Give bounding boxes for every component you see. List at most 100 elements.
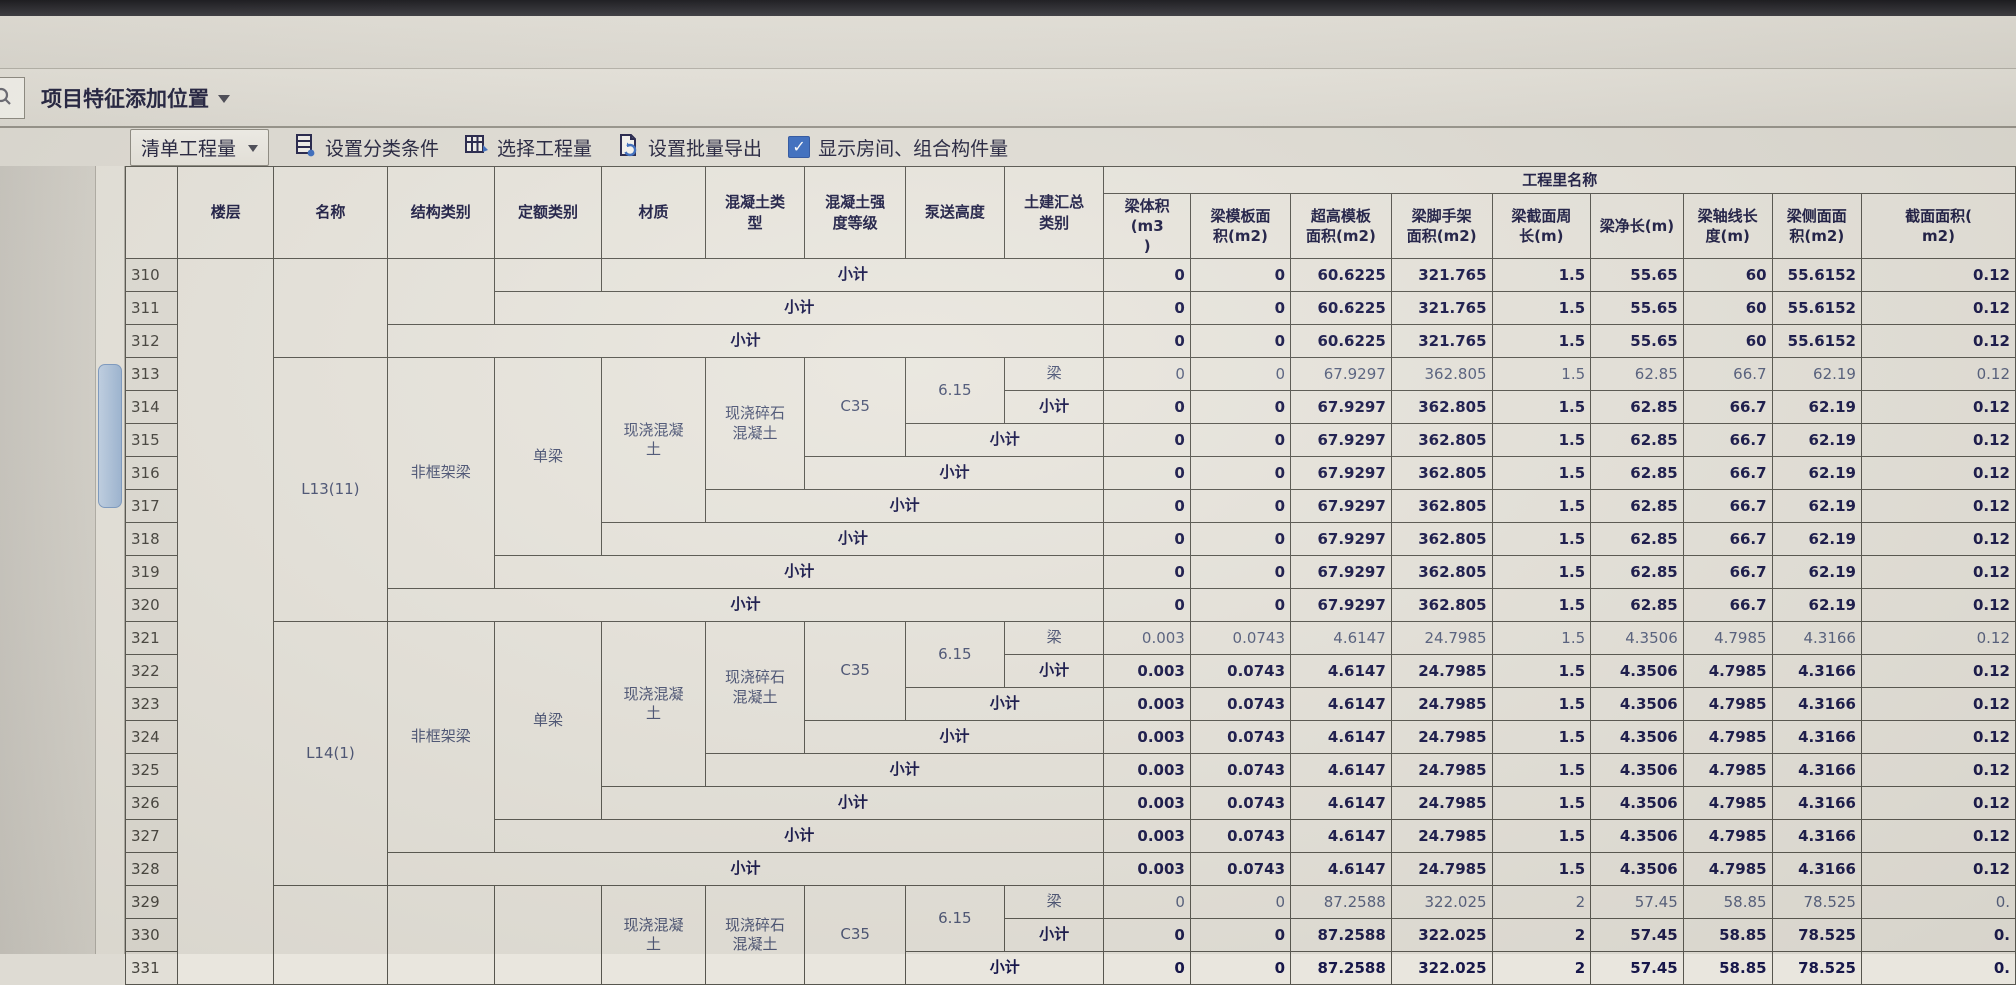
value-cell[interactable]: 24.7985	[1390, 621, 1493, 655]
search-box[interactable]	[0, 76, 25, 119]
value-cell[interactable]: 24.7985	[1390, 720, 1493, 754]
value-cell[interactable]: 0.0743	[1189, 720, 1292, 754]
row-number[interactable]: 319	[124, 555, 179, 589]
value-cell[interactable]: 4.3166	[1771, 819, 1862, 853]
value-cell[interactable]: 67.9297	[1290, 489, 1392, 523]
value-cell[interactable]: 60	[1682, 258, 1773, 292]
set-classify-button[interactable]: 设置分类条件	[295, 133, 439, 162]
value-cell[interactable]: 0.12	[1860, 555, 2016, 589]
value-cell[interactable]: 1.5	[1491, 291, 1592, 325]
category-cell[interactable]	[273, 885, 388, 985]
row-number[interactable]: 315	[124, 423, 179, 457]
value-cell[interactable]: 62.85	[1590, 588, 1684, 622]
value-cell[interactable]: 87.2588	[1290, 918, 1392, 952]
row-number[interactable]: 327	[124, 819, 179, 853]
value-cell[interactable]: 0.0743	[1189, 819, 1292, 853]
category-cell[interactable]: 非框架梁	[386, 621, 495, 853]
value-cell[interactable]: 4.3166	[1771, 753, 1862, 787]
row-number[interactable]: 310	[124, 258, 179, 292]
category-cell[interactable]: C35	[804, 885, 906, 985]
value-cell[interactable]: 0	[1103, 489, 1191, 523]
value-cell[interactable]: 0	[1103, 885, 1191, 919]
value-cell[interactable]: 0.12	[1860, 291, 2016, 325]
quantity-type-dropdown[interactable]: 清单工程量	[130, 128, 270, 166]
value-cell[interactable]: 0.12	[1860, 621, 2016, 655]
value-cell[interactable]: 362.805	[1390, 357, 1493, 391]
value-cell[interactable]: 4.7985	[1682, 654, 1773, 688]
value-cell[interactable]: 2	[1491, 951, 1592, 985]
value-cell[interactable]: 362.805	[1390, 555, 1493, 589]
value-cell[interactable]: 24.7985	[1390, 687, 1493, 721]
feature-position-dropdown[interactable]: 项目特征添加位置	[41, 83, 230, 113]
subtotal-cell[interactable]: 小计	[904, 423, 1105, 457]
category-cell[interactable]: 6.15	[904, 357, 1005, 424]
value-cell[interactable]: 55.65	[1590, 324, 1684, 358]
category-cell[interactable]: 非框架梁	[386, 357, 495, 589]
value-cell[interactable]: 0.12	[1860, 423, 2016, 457]
row-number[interactable]: 326	[124, 786, 179, 820]
value-cell[interactable]: 1.5	[1491, 357, 1592, 391]
value-cell[interactable]: 4.3506	[1590, 720, 1684, 754]
value-cell[interactable]: 0.12	[1860, 687, 2016, 721]
value-cell[interactable]: 66.7	[1682, 423, 1773, 457]
value-cell[interactable]: 1.5	[1491, 819, 1592, 853]
value-cell[interactable]: 0.	[1860, 885, 2016, 919]
value-cell[interactable]: 24.7985	[1390, 819, 1493, 853]
value-cell[interactable]: 362.805	[1390, 456, 1493, 490]
value-cell[interactable]: 0.0743	[1189, 654, 1292, 688]
value-cell[interactable]: 0.003	[1103, 753, 1191, 787]
value-cell[interactable]: 4.7985	[1682, 687, 1773, 721]
category-cell[interactable]: 现浇混凝 土	[601, 357, 706, 523]
value-cell[interactable]: 0	[1189, 555, 1292, 589]
value-cell[interactable]: 60.6225	[1290, 291, 1392, 325]
value-cell[interactable]: 55.6152	[1771, 291, 1862, 325]
value-cell[interactable]: 60.6225	[1290, 324, 1392, 358]
value-cell[interactable]: 1.5	[1491, 324, 1592, 358]
row-number[interactable]: 323	[124, 687, 179, 721]
value-cell[interactable]: 78.525	[1771, 918, 1862, 952]
value-cell[interactable]: 62.19	[1771, 588, 1862, 622]
category-cell[interactable]: 6.15	[904, 885, 1005, 952]
value-cell[interactable]: 4.7985	[1682, 819, 1773, 853]
value-cell[interactable]: 4.3506	[1590, 753, 1684, 787]
value-cell[interactable]: 1.5	[1491, 390, 1592, 424]
row-number[interactable]: 324	[124, 720, 179, 754]
value-cell[interactable]: 4.6147	[1290, 753, 1392, 787]
value-cell[interactable]: 4.7985	[1682, 621, 1773, 655]
value-cell[interactable]: 4.3166	[1771, 852, 1862, 886]
category-cell[interactable]: 梁	[1003, 621, 1105, 655]
value-cell[interactable]: 1.5	[1491, 522, 1592, 556]
value-cell[interactable]: 0.12	[1860, 456, 2016, 490]
subtotal-cell[interactable]: 小计	[386, 852, 1105, 886]
value-cell[interactable]: 0.12	[1860, 654, 2016, 688]
value-cell[interactable]: 0.003	[1103, 819, 1191, 853]
value-cell[interactable]: 0	[1103, 324, 1191, 358]
category-cell[interactable]: 单梁	[493, 621, 603, 820]
value-cell[interactable]: 60.6225	[1290, 258, 1392, 292]
value-cell[interactable]: 62.85	[1590, 489, 1684, 523]
value-cell[interactable]: 0	[1189, 357, 1292, 391]
value-cell[interactable]: 4.3506	[1590, 786, 1684, 820]
value-cell[interactable]: 57.45	[1590, 885, 1684, 919]
value-cell[interactable]: 0.003	[1103, 621, 1191, 655]
row-number[interactable]: 314	[124, 390, 179, 424]
value-cell[interactable]: 66.7	[1682, 390, 1773, 424]
category-cell[interactable]: 6.15	[904, 621, 1005, 688]
value-cell[interactable]: 0.	[1860, 951, 2016, 985]
value-cell[interactable]: 87.2588	[1290, 951, 1392, 985]
subtotal-cell[interactable]: 小计	[904, 687, 1105, 721]
row-number[interactable]: 316	[124, 456, 179, 490]
value-cell[interactable]: 4.6147	[1290, 654, 1392, 688]
category-cell[interactable]: 梁	[1003, 357, 1105, 391]
subtotal-cell[interactable]: 小计	[1003, 390, 1105, 424]
value-cell[interactable]: 87.2588	[1290, 885, 1392, 919]
value-cell[interactable]: 362.805	[1390, 423, 1493, 457]
value-cell[interactable]: 66.7	[1682, 456, 1773, 490]
category-cell[interactable]: 单梁	[493, 357, 603, 556]
value-cell[interactable]: 24.7985	[1390, 654, 1493, 688]
value-cell[interactable]: 0.003	[1103, 687, 1191, 721]
select-quantity-button[interactable]: 选择工程量	[465, 133, 592, 162]
value-cell[interactable]: 0	[1103, 555, 1191, 589]
value-cell[interactable]: 362.805	[1390, 489, 1493, 523]
value-cell[interactable]: 0.0743	[1189, 852, 1292, 886]
